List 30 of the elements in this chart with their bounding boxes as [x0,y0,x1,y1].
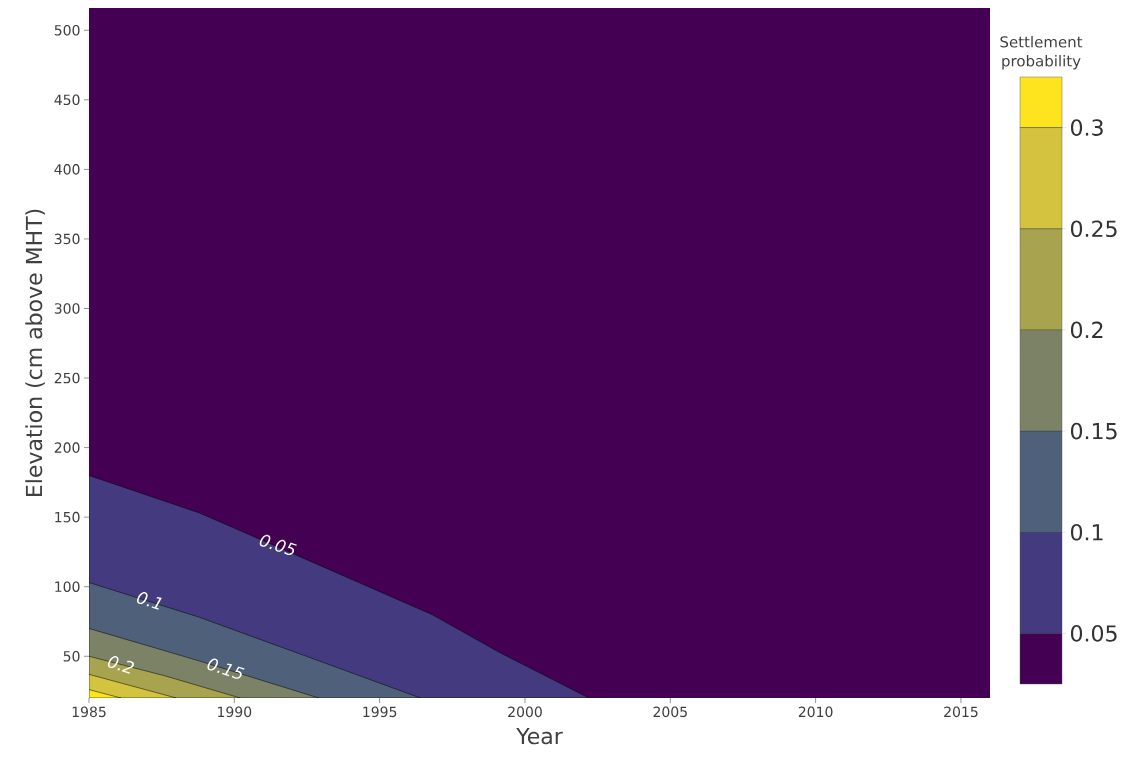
y-tick-label: 150 [55,511,80,523]
color-bar-label: 0.05 [1070,625,1117,642]
annotation: 0.1 [136,592,162,610]
color-bar-label: 0.1 [1070,523,1103,541]
y-tick-label: 400 [54,164,80,175]
y-tick-label: 350 [54,233,80,245]
color-bar-label: 0.2 [1070,321,1103,339]
y-tick-label: 50 [63,650,80,662]
x-tick-label: 2000 [508,706,542,718]
annotation: 0.15 [207,658,245,679]
y-tick-label: 500 [54,24,80,36]
x-tick-label: 2010 [798,706,833,718]
y-tick-label: 100 [55,581,80,593]
annotation: 0.05 [259,534,297,556]
y-axis-title: Elevation (cm above MHT) [25,209,45,496]
x-tick-label: 2005 [653,706,687,718]
color-bar-title: Settlement probability [1000,35,1083,70]
y-tick-label: 300 [54,303,80,314]
annotation: 0.2 [107,656,135,674]
x-tick-label: 2015 [944,706,978,718]
y-tick-label: 200 [54,442,80,453]
x-tick-label: 1990 [218,706,252,718]
x-tick-label: 1995 [363,706,397,718]
y-tick-label: 250 [54,372,80,384]
y-tick-label: 450 [54,94,80,106]
x-axis-title: Year [516,727,563,745]
color-bar-label: 0.25 [1070,220,1117,238]
color-bar-label: 0.3 [1070,119,1103,136]
x-tick-label: 1985 [72,706,106,718]
color-bar-label: 0.15 [1070,422,1117,440]
